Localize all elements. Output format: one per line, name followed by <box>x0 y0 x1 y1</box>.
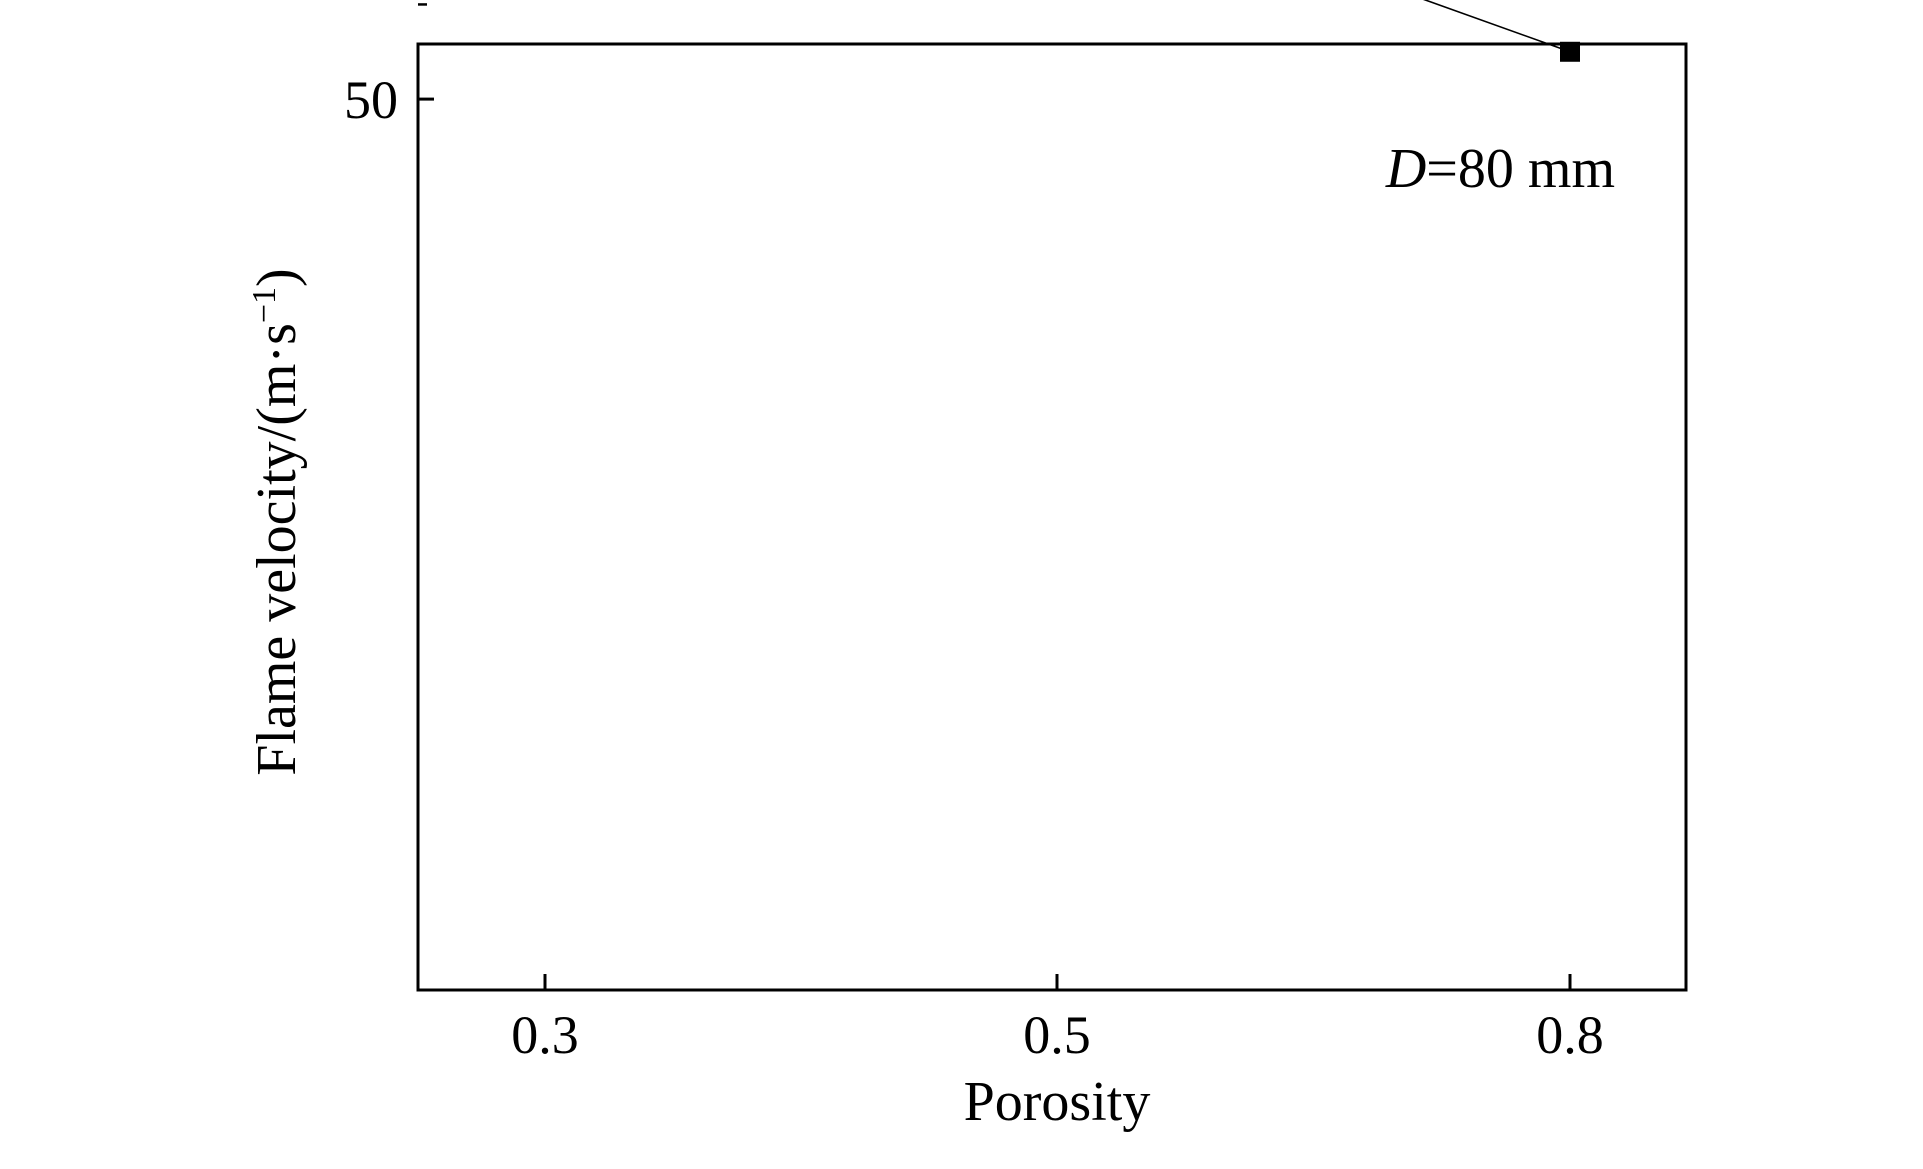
y-axis-title-main: Flame velocity/(m·s <box>246 323 308 776</box>
y-axis-title-suffix: ) <box>246 268 308 287</box>
x-tick-label: 0.5 <box>1023 1005 1091 1065</box>
y-axis-ticks: 5060708090 <box>344 3 434 130</box>
y-tick-label: 50 <box>344 70 398 130</box>
y-axis-title: Flame velocity/(m·s−1) <box>246 268 308 775</box>
annotation-value: =80 mm <box>1426 138 1615 200</box>
series-layer <box>1422 0 1580 62</box>
y-axis-title-superscript: −1 <box>246 287 283 323</box>
x-axis-ticks: 0.3 0.5 0.8 <box>511 974 1604 1065</box>
plot-frame <box>416 42 1688 992</box>
x-tick-label: 0.3 <box>511 1005 579 1065</box>
x-tick-label: 0.8 <box>1536 1005 1604 1065</box>
annotation-label: D=80 mm <box>1385 138 1615 200</box>
annotation-variable: D <box>1385 138 1426 200</box>
x-axis-title: Porosity <box>964 1071 1151 1133</box>
data-point-marker <box>1560 41 1580 62</box>
